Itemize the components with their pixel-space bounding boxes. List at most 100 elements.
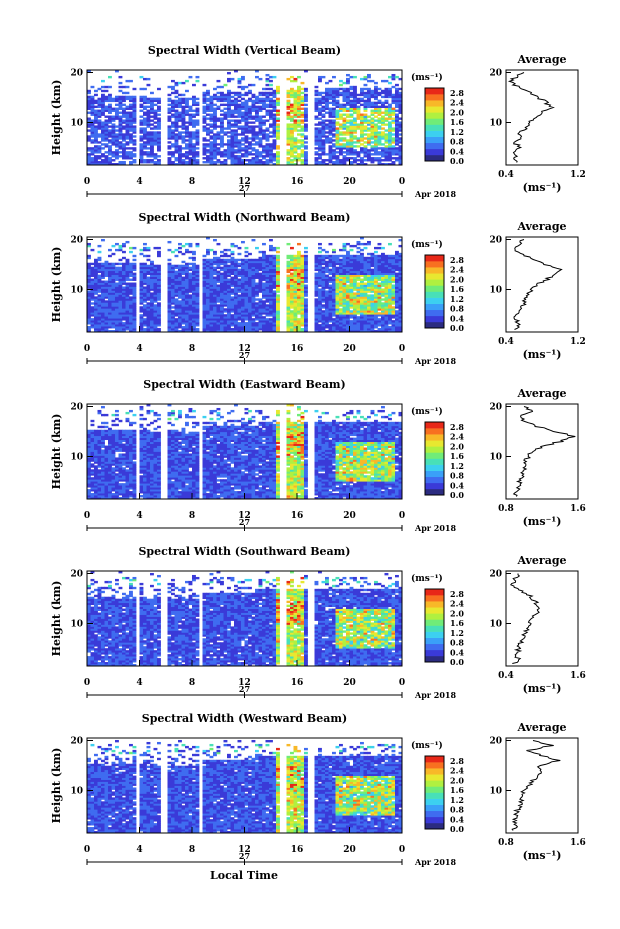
heatmap-cell: [206, 151, 210, 154]
heatmap-cell: [237, 127, 242, 130]
heatmap-cell: [125, 127, 130, 130]
heatmap-cell: [346, 254, 350, 258]
heatmap-cell: [321, 280, 326, 283]
heatmap-cell: [237, 119, 242, 122]
heatmap-cell: [265, 79, 270, 83]
heatmap-cell: [339, 109, 343, 112]
heatmap-cell: [94, 111, 98, 114]
heatmap-cell: [342, 308, 347, 311]
heatmap-cell: [181, 328, 186, 331]
heatmap-cell: [237, 258, 242, 262]
heatmap-cell: [97, 147, 102, 150]
heatmap-cell: [339, 318, 343, 321]
heatmap-cell: [388, 155, 392, 158]
heatmap-cell: [255, 270, 259, 274]
heatmap-cell: [286, 304, 291, 307]
heatmap-cell: [220, 304, 224, 307]
heatmap-cell: [339, 316, 343, 319]
heatmap-cell: [178, 284, 182, 287]
heatmap-cell: [157, 113, 161, 116]
heatmap-cell: [122, 264, 126, 268]
heatmap-cell: [237, 115, 242, 118]
heatmap-cell: [185, 302, 189, 305]
heatmap-cell: [87, 314, 91, 317]
heatmap-cell: [318, 141, 322, 144]
heatmap-cell: [220, 324, 224, 327]
heatmap-cell: [129, 278, 133, 281]
heatmap-cell: [269, 284, 273, 287]
heatmap-cell: [384, 89, 389, 93]
heatmap-cell: [237, 290, 242, 293]
heatmap-cell: [258, 304, 263, 307]
heatmap-cell: [216, 153, 221, 156]
heatmap-cell: [139, 103, 144, 107]
heatmap-cell: [286, 294, 291, 297]
heatmap-cell: [157, 143, 161, 146]
heatmap-cell: [304, 290, 308, 293]
heatmap-cell: [384, 153, 389, 156]
heatmap-cell: [213, 109, 217, 112]
heatmap-cell: [143, 113, 147, 116]
heatmap-cell: [202, 83, 207, 87]
heatmap-cell: [346, 292, 350, 295]
heatmap-cell: [258, 324, 263, 327]
heatmap-cell: [332, 300, 336, 303]
heatmap-cell: [125, 123, 130, 126]
heatmap-cell: [132, 111, 137, 114]
heatmap-cell: [146, 97, 151, 101]
heatmap-cell: [87, 129, 91, 132]
heatmap-cell: [97, 280, 102, 283]
heatmap-cell: [230, 282, 235, 285]
heatmap-cell: [349, 153, 354, 156]
heatmap-cell: [181, 93, 186, 97]
heatmap-cell: [195, 123, 200, 126]
heatmap-cell: [258, 125, 263, 128]
heatmap-cell: [192, 258, 196, 262]
heatmap-cell: [139, 274, 144, 277]
heatmap-cell: [248, 99, 252, 103]
heatmap-cell: [297, 320, 301, 323]
heatmap-cell: [216, 308, 221, 311]
heatmap-cell: [262, 324, 266, 327]
heatmap-cell: [276, 290, 280, 293]
heatmap-cell: [367, 73, 371, 77]
heatmap-cell: [332, 113, 336, 116]
heatmap-cell: [87, 139, 91, 142]
heatmap-cell: [395, 75, 399, 79]
heatmap-cell: [398, 125, 403, 128]
heatmap-cell: [213, 145, 217, 148]
heatmap-cell: [185, 330, 189, 333]
heatmap-cell: [122, 127, 126, 130]
heatmap-cell: [108, 107, 112, 110]
heatmap-cell: [125, 258, 130, 262]
heatmap-cell: [115, 70, 119, 73]
heatmap-cell: [146, 83, 151, 87]
heatmap-cell: [237, 141, 242, 144]
heatmap-cell: [188, 288, 193, 291]
heatmap-cell: [286, 89, 291, 93]
heatmap-cell: [213, 151, 217, 154]
heatmap-cell: [297, 270, 301, 274]
heatmap-cell: [192, 284, 196, 287]
heatmap-cell: [206, 97, 210, 101]
heatmap-cell: [157, 296, 161, 299]
heatmap-cell: [118, 111, 123, 114]
heatmap-cell: [269, 260, 273, 264]
heatmap-cell: [255, 153, 259, 156]
heatmap-cell: [111, 153, 116, 156]
heatmap-cell: [248, 314, 252, 317]
heatmap-cell: [321, 135, 326, 138]
heatmap-cell: [300, 264, 305, 268]
heatmap-cell: [241, 125, 245, 128]
heatmap-cell: [244, 145, 249, 148]
heatmap-cell: [346, 93, 350, 97]
heatmap-cell: [220, 127, 224, 130]
heatmap-cell: [248, 141, 252, 144]
heatmap-cell: [122, 286, 126, 289]
heatmap-cell: [276, 85, 280, 89]
heatmap-cell: [97, 244, 102, 248]
heatmap-cell: [370, 137, 375, 140]
heatmap-cell: [150, 135, 154, 138]
heatmap-cell: [90, 131, 95, 134]
heatmap-cell: [209, 115, 214, 118]
